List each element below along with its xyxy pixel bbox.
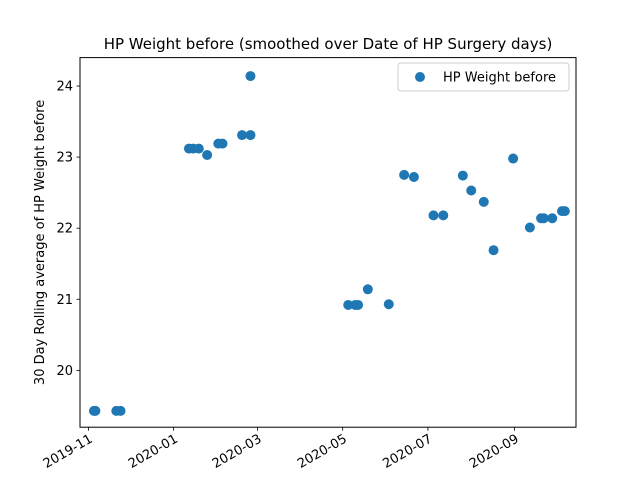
y-tick-label: 21 xyxy=(56,293,73,308)
y-tick-label: 22 xyxy=(56,222,73,237)
legend-label: HP Weight before xyxy=(443,71,556,86)
data-point xyxy=(115,405,126,416)
data-point xyxy=(559,206,570,217)
data-point xyxy=(217,138,228,149)
legend: HP Weight before xyxy=(397,62,570,92)
data-point xyxy=(428,210,439,221)
data-point xyxy=(538,213,549,224)
legend-box xyxy=(397,62,570,92)
y-axis-label: 30 Day Rolling average of HP Weight befo… xyxy=(33,100,48,385)
data-point xyxy=(408,172,419,183)
data-point xyxy=(488,245,499,256)
data-point xyxy=(202,149,213,160)
data-point xyxy=(245,130,256,141)
data-point xyxy=(193,143,204,154)
data-point xyxy=(399,169,410,180)
data-point xyxy=(383,299,394,310)
data-point xyxy=(353,299,364,310)
data-point xyxy=(466,185,477,196)
y-tick-label: 24 xyxy=(56,80,73,95)
data-point xyxy=(438,210,449,221)
data-point xyxy=(547,213,558,224)
plot-frame xyxy=(79,57,577,428)
data-point xyxy=(237,130,248,141)
y-tick-label: 20 xyxy=(56,364,73,379)
y-axis: 20 21 22 23 24 xyxy=(56,80,80,379)
data-point xyxy=(90,405,101,416)
data-point xyxy=(457,170,468,181)
data-point xyxy=(362,284,373,295)
points-layer xyxy=(88,71,570,416)
y-tick-label: 23 xyxy=(56,151,73,166)
legend-marker xyxy=(415,72,425,82)
data-point xyxy=(524,222,535,233)
data-point xyxy=(343,299,354,310)
chart-title: HP Weight before (smoothed over Date of … xyxy=(104,35,553,53)
data-point xyxy=(478,196,489,207)
data-point xyxy=(508,153,519,164)
data-point xyxy=(245,71,256,82)
